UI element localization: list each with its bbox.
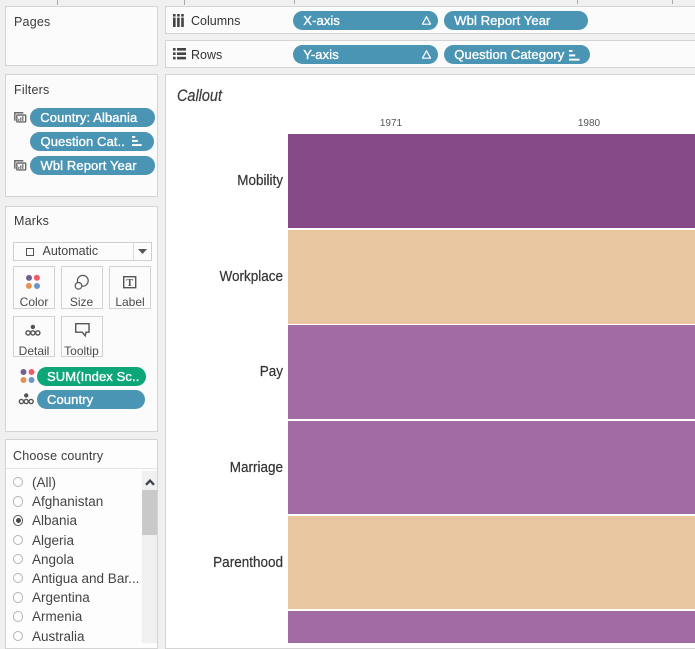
svg-text:T: T	[126, 278, 133, 289]
